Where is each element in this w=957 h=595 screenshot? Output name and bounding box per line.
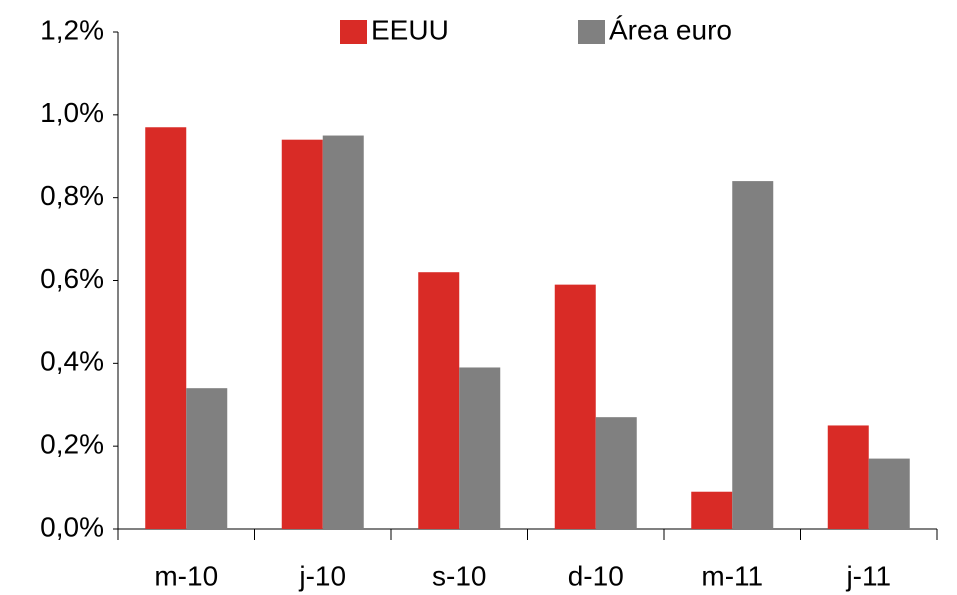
bar	[827, 425, 869, 529]
bar	[322, 135, 364, 529]
y-tick-label: 0,6%	[40, 263, 104, 294]
x-tick-label: j-10	[298, 560, 346, 591]
y-tick-label: 0,8%	[40, 180, 104, 211]
bar	[732, 181, 774, 529]
x-tick-label: m-11	[701, 560, 763, 591]
legend-box	[312, 10, 808, 54]
bar	[868, 458, 910, 529]
bar	[145, 127, 187, 529]
legend-label: Área euro	[609, 14, 732, 45]
bar	[281, 139, 323, 529]
bar	[554, 284, 596, 529]
legend-label: EEUU	[371, 14, 449, 45]
x-tick-label: m-10	[154, 560, 218, 591]
y-tick-label: 1,0%	[40, 97, 104, 128]
y-tick-label: 0,0%	[40, 511, 104, 542]
y-tick-label: 0,4%	[40, 346, 104, 377]
bar	[595, 417, 637, 529]
x-tick-label: s-10	[432, 560, 486, 591]
y-tick-label: 0,2%	[40, 429, 104, 460]
x-tick-label: j-11	[845, 560, 891, 591]
y-tick-label: 1,2%	[40, 14, 104, 45]
legend-swatch	[340, 20, 367, 44]
bar	[459, 367, 501, 529]
legend-swatch	[578, 20, 605, 44]
bar	[418, 272, 460, 529]
x-tick-label: d-10	[568, 560, 624, 591]
bar	[186, 388, 228, 529]
bar	[691, 491, 733, 529]
